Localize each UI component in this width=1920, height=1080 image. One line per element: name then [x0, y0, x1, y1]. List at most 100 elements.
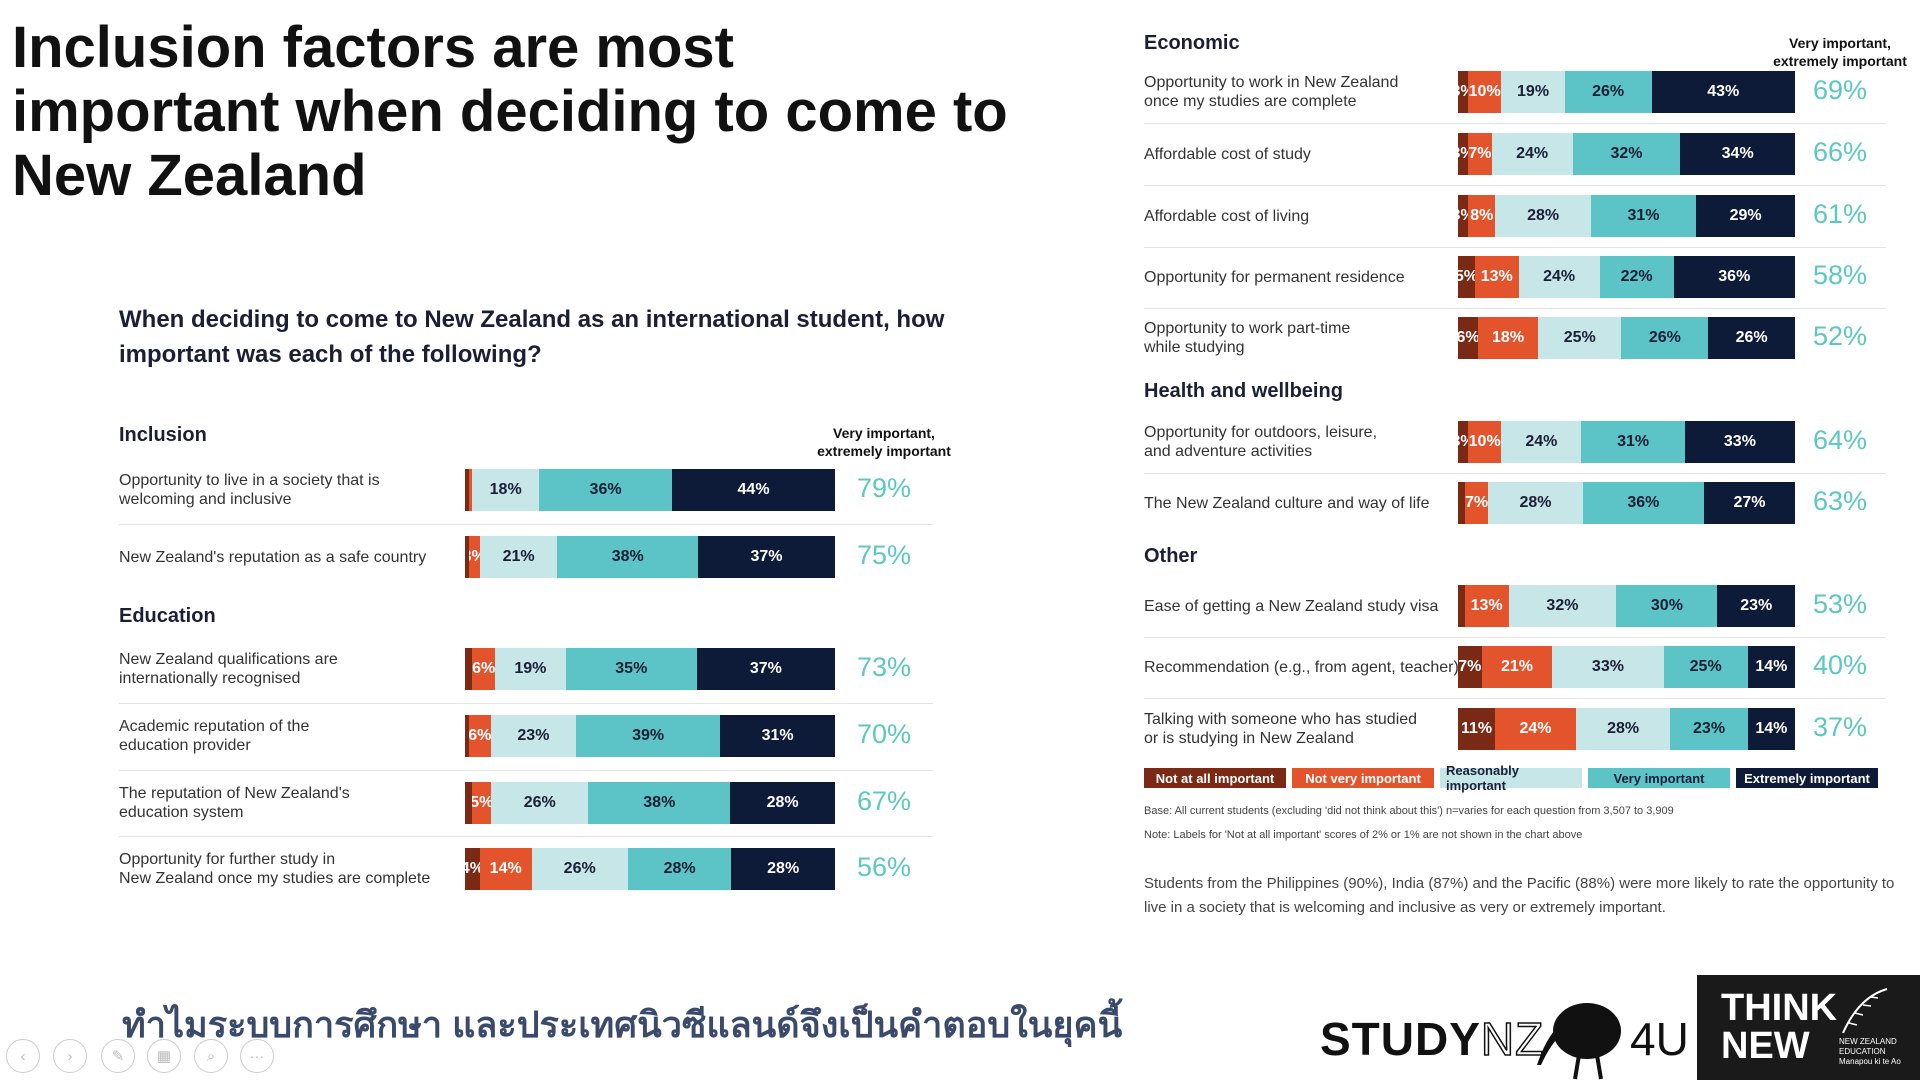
row-label: Talking with someone who has studied or … — [1144, 711, 1418, 747]
stacked-bar: 11% 24% 28% 23% 14% — [1458, 708, 1795, 750]
bar-segment-extremely-important: 44% — [672, 469, 835, 511]
slides-button[interactable]: ▦ — [147, 1039, 181, 1073]
bar-segment-very-important: 23% — [1670, 708, 1748, 750]
bar-segment-not-very-important: 13% — [1474, 256, 1519, 298]
bar-segment-not-at-all-important — [1458, 482, 1465, 524]
row-divider — [119, 702, 933, 704]
more-button[interactable]: ··· — [240, 1039, 274, 1073]
bar-segment-not-at-all-important — [465, 469, 469, 511]
pen-icon: ✎ — [111, 1048, 125, 1065]
very-extremely-important-total: 66% — [1812, 137, 1868, 167]
bar-segment-very-important: 32% — [1572, 133, 1681, 175]
bar-segment-reasonably-important: 25% — [1538, 317, 1622, 359]
very-extremely-important-total: 63% — [1812, 486, 1868, 516]
bar-segment-not-very-important: 14% — [479, 848, 532, 890]
legend-item: Not very important — [1292, 768, 1434, 788]
chevron-right-icon: › — [67, 1047, 73, 1065]
row-divider — [119, 769, 933, 771]
stacked-bar: 6% 23% 39% 31% — [465, 715, 835, 757]
bar-segment-extremely-important: 14% — [1747, 646, 1795, 688]
bar-segment-very-important: 31% — [1590, 195, 1697, 237]
stacked-bar: 5%26%38%28% — [465, 782, 835, 824]
section-heading: Economic — [1144, 32, 1240, 54]
bar-segment-extremely-important: 37% — [698, 536, 835, 578]
row-label: The reputation of New Zealand's educatio… — [119, 785, 350, 821]
legend-item: Extremely important — [1736, 768, 1878, 788]
slide-title: Inclusion factors are most important whe… — [12, 15, 1008, 208]
row-label: Affordable cost of study — [1144, 145, 1311, 163]
bar-segment-not-at-all-important: 3% — [1458, 195, 1469, 237]
stacked-bar: 6%18%25%26%26% — [1458, 317, 1795, 359]
bar-segment-very-important: 30% — [1616, 585, 1718, 627]
studynz-logo: STUDYNZ — [1320, 1012, 1544, 1066]
legend: Not at all important Not very important Re… — [1144, 763, 1878, 793]
row-label: Opportunity for outdoors, leisure, and a… — [1144, 424, 1378, 460]
think-new-logo: THINK NEW NEW ZEALAND EDUCATION Manapou … — [1697, 975, 1920, 1080]
row-label: Opportunity to live in a society that is… — [119, 472, 380, 508]
row-label: Opportunity for further study in New Zea… — [119, 851, 431, 887]
bar-segment-reasonably-important: 26% — [491, 782, 589, 824]
column-header-right: Very important, extremely important — [1773, 35, 1907, 69]
bar-segment-very-important: 35% — [565, 648, 697, 690]
row-label: Recommendation (e.g., from agent, teache… — [1144, 658, 1459, 676]
row-divider — [1144, 636, 1886, 638]
bar-segment-very-important: 36% — [1582, 482, 1704, 524]
very-extremely-important-total: 64% — [1812, 425, 1868, 455]
previous-slide-button[interactable]: ‹ — [6, 1039, 40, 1073]
row-label: Ease of getting a New Zealand study visa — [1144, 597, 1439, 615]
bar-segment-extremely-important: 43% — [1651, 71, 1795, 113]
base-note: Base: All current students (excluding 'd… — [1144, 805, 1674, 817]
bar-segment-reasonably-important: 18% — [472, 469, 539, 511]
bar-segment-not-at-all-important — [1458, 585, 1465, 627]
bar-segment-not-very-important: 7% — [1468, 133, 1492, 175]
bar-segment-not-very-important: 7% — [1464, 482, 1489, 524]
row-divider — [1144, 185, 1886, 186]
next-slide-button[interactable]: › — [53, 1039, 87, 1073]
zoom-button[interactable]: ⌕ — [194, 1039, 228, 1073]
very-extremely-important-total: 79% — [856, 473, 912, 503]
bar-segment-reasonably-important: 24% — [1491, 133, 1573, 175]
think-new-text: THINK NEW — [1721, 987, 1838, 1067]
bar-segment-extremely-important: 28% — [730, 782, 835, 824]
very-extremely-important-total: 56% — [856, 852, 912, 882]
very-extremely-important-total: 58% — [1812, 260, 1868, 290]
legend-item: Very important — [1588, 768, 1730, 788]
bar-segment-not-at-all-important: 11% — [1458, 708, 1496, 750]
bar-segment-very-important: 39% — [575, 715, 721, 757]
row-divider — [1144, 123, 1886, 124]
bar-segment-reasonably-important: 28% — [1495, 195, 1591, 237]
legend-item: Not at all important — [1144, 768, 1286, 788]
bar-segment-very-important: 38% — [588, 782, 731, 824]
bar-segment-not-at-all-important — [465, 782, 473, 824]
bar-segment-not-very-important: 8% — [1468, 195, 1496, 237]
bar-segment-reasonably-important: 24% — [1518, 256, 1600, 298]
bar-segment-very-important: 22% — [1599, 256, 1674, 298]
bar-segment-extremely-important: 37% — [696, 648, 835, 690]
very-extremely-important-total: 53% — [1812, 589, 1868, 619]
bar-segment-not-very-important: 6% — [468, 715, 491, 757]
logo-study: STUDY — [1320, 1013, 1481, 1065]
pen-button[interactable]: ✎ — [101, 1039, 135, 1073]
bar-segment-extremely-important: 26% — [1708, 317, 1795, 359]
bar-segment-very-important: 26% — [1621, 317, 1709, 359]
row-label: The New Zealand culture and way of life — [1144, 494, 1430, 512]
bar-segment-not-at-all-important — [465, 715, 469, 757]
row-label: Affordable cost of living — [1144, 207, 1310, 225]
bar-segment-extremely-important: 34% — [1680, 133, 1795, 175]
thai-caption: ทำไมระบบการศึกษา และประเทศนิวซีแลนด์จึงเ… — [122, 1004, 1123, 1045]
chart-question: When deciding to come to New Zealand as … — [119, 306, 945, 368]
section-heading: Inclusion — [119, 424, 207, 446]
bar-segment-not-very-important: 5% — [472, 782, 492, 824]
bar-segment-reasonably-important: 19% — [1501, 71, 1565, 113]
row-label: New Zealand's reputation as a safe count… — [119, 548, 427, 566]
bar-segment-reasonably-important: 23% — [490, 715, 576, 757]
bar-segment-reasonably-important: 28% — [1575, 708, 1671, 750]
very-extremely-important-total: 67% — [856, 786, 912, 816]
bar-segment-not-at-all-important: 3% — [1458, 71, 1468, 113]
bar-segment-not-very-important: 21% — [1481, 646, 1553, 688]
fern-icon — [1842, 988, 1888, 1034]
magnifier-icon: ⌕ — [206, 1047, 216, 1065]
bar-segment-not-very-important: 13% — [1464, 585, 1509, 627]
row-divider — [1144, 698, 1886, 699]
row-divider — [1144, 246, 1886, 248]
